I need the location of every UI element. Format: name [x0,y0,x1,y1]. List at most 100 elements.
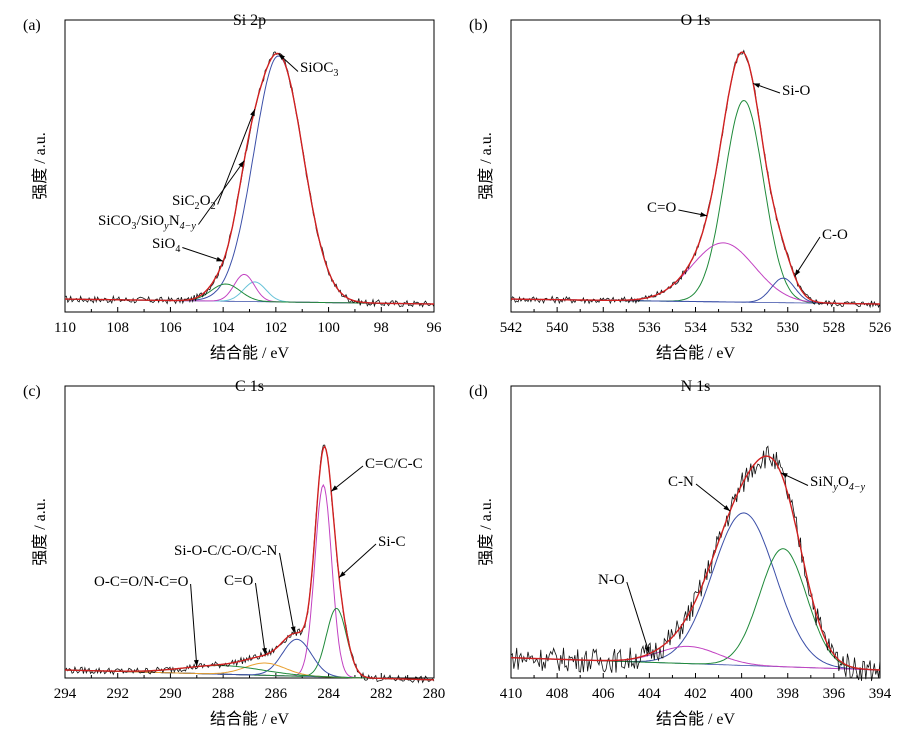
peak-annotation-3: C-O [822,227,848,243]
peak-annotation-2: SiC2 O2 [172,193,216,212]
y-axis-label: 强度 / a.u. [31,132,49,200]
x-tick-label: 98 [374,320,389,336]
raw-spectrum-line [64,444,435,684]
x-tick-label: 292 [106,686,129,702]
annotation-leader [279,552,295,634]
y-axis-label: 强度 / a.u. [477,132,495,200]
annotation-arrowhead [290,626,296,634]
x-tick-label: 294 [54,686,77,702]
plot-frame [510,19,881,313]
x-tick-label: 104 [212,320,235,336]
panel-label: (a) [23,17,41,34]
x-tick-label: 288 [212,686,235,702]
chart-title: Si 2p [233,12,266,29]
fitted-envelope-line [511,455,881,671]
x-axis-label: 结合能 / eV [210,344,290,362]
x-tick-label: 284 [317,686,340,702]
plot-frame [64,385,435,679]
raw-spectrum-line [510,445,881,682]
x-tick-label: 528 [823,320,846,336]
x-tick-label: 526 [869,320,892,336]
peak-annotation-3: Si-O-C/C-O/C-N [174,543,278,559]
annotation-arrowhead [193,659,199,667]
x-tick-label: 534 [684,320,707,336]
peak-annotation-2: Si-C [378,534,406,550]
panel-label: (c) [23,383,41,400]
annotation-leader [330,465,364,492]
annotation-leader [794,236,821,277]
component-peak-2 [511,548,881,671]
x-axis-label: 结合能 / eV [210,710,290,728]
annotation-leader [695,483,731,512]
annotation-arrowhead [700,212,708,217]
x-tick-label: 538 [592,320,615,336]
annotation-leader [254,582,266,655]
x-tick-label: 110 [54,320,76,336]
annotation-leader [338,543,377,578]
x-tick-label: 100 [317,320,340,336]
x-tick-label: 542 [500,320,523,336]
annotation-leader [626,581,650,654]
raw-spectrum-line [510,49,881,309]
panel-label: (d) [469,383,488,400]
annotation-leader [190,583,198,667]
annotation-arrowhead [262,647,267,655]
annotation-arrowhead [278,53,285,60]
annotation-arrowhead [250,109,255,117]
x-tick-label: 402 [684,686,707,702]
annotation-arrowhead [238,160,245,168]
chart-title: N 1s [681,378,711,395]
x-tick-label: 400 [730,686,753,702]
annotation-arrowhead [331,485,338,492]
component-peak-1 [511,99,880,305]
chart-panel-1: 110 108 106 104 102 100 98 96 (a) Si 2p 结合能 / eV 强度… [23,12,442,362]
x-tick-label: 290 [159,686,182,702]
peak-annotation-4: C=O [224,573,253,589]
annotation-arrowhead [723,505,731,512]
peak-annotation-1: C-N [668,474,694,490]
chart-panel-4: 410 408 406 404 402 400 398 396 394 (d) N 1s 结合能 / … [469,378,892,728]
peak-annotation-2: SiNy O4−y [810,474,866,493]
chart-panel-2: 542 540 538 536 534 532 530 528 526 (b) O 1s 结合能 / … [469,12,892,362]
x-tick-label: 540 [546,320,569,336]
annotation-leader [182,247,224,262]
component-peak-1 [65,55,434,305]
y-axis-label: 强度 / a.u. [31,498,49,566]
x-tick-label: 394 [869,686,892,702]
x-tick-label: 280 [423,686,446,702]
x-tick-label: 396 [823,686,846,702]
component-peak-2 [65,607,434,681]
component-peak-3 [65,638,434,681]
x-axis-label: 结合能 / eV [656,344,736,362]
annotation-arrowhead [339,571,346,578]
fitted-envelope-line [65,445,434,681]
annotation-arrowhead [216,256,224,262]
peak-annotation-4: SiO4 [152,236,180,255]
annotation-arrowhead [794,269,801,277]
x-tick-label: 106 [159,320,182,336]
x-tick-label: 404 [638,686,661,702]
peak-annotation-1: C=C/C-C [365,456,423,472]
peak-annotation-5: O-C=O/N-C=O [94,574,189,590]
chart-title: C 1s [235,378,264,395]
x-tick-label: 102 [265,320,288,336]
x-axis-label: 结合能 / eV [656,710,736,728]
x-tick-label: 108 [106,320,129,336]
fitted-envelope-line [65,52,434,305]
peak-annotation-3: N-O [598,572,625,588]
x-tick-label: 536 [638,320,661,336]
panel-label: (b) [469,17,488,34]
plot-frame [64,19,435,313]
y-axis-label: 强度 / a.u. [477,498,495,566]
fitted-envelope-line [511,51,880,305]
annotation-arrowhead [645,646,650,654]
peak-annotation-1: SiOC3 [300,60,338,79]
chart-title: O 1s [681,12,711,29]
x-tick-label: 282 [370,686,393,702]
annotation-leader [198,160,245,225]
x-tick-label: 532 [730,320,753,336]
x-tick-label: 530 [777,320,800,336]
peak-annotation-1: Si-O [782,83,811,99]
peak-annotation-2: C=O [647,200,676,216]
